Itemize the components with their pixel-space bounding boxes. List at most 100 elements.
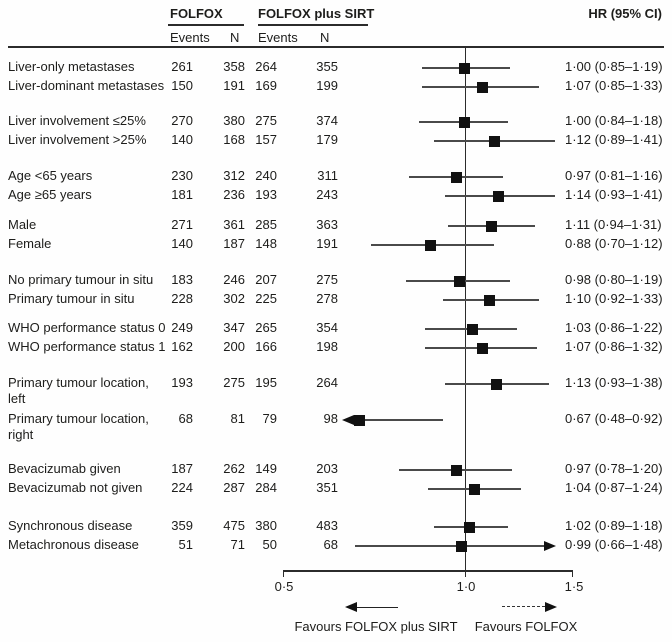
hr-ci-text: 0·97 (0·78–1·20) (565, 461, 663, 476)
row-label: Primary tumour location, left (8, 375, 149, 406)
hr-ci-text: 0·99 (0·66–1·48) (565, 537, 663, 552)
header-divider-rule (8, 46, 664, 48)
hr-ci-text: 1·10 (0·92–1·33) (565, 291, 663, 306)
sirt-n-value: 351 (316, 480, 338, 495)
sirt-events-value: 195 (255, 375, 277, 390)
row-label: Liver-dominant metastases (8, 78, 165, 93)
folfox-n-value: 187 (223, 236, 245, 251)
row-label: Liver involvement >25% (8, 132, 147, 147)
folfox-events-value: 249 (171, 320, 193, 335)
sirt-events-value: 79 (262, 411, 277, 426)
folfox-events-value: 271 (171, 217, 193, 232)
x-tick-label-10: 1·0 (456, 579, 476, 594)
header-underline-folfox (168, 24, 244, 26)
folfox-events-value: 140 (171, 132, 193, 147)
x-axis-line (283, 570, 573, 572)
folfox-n-value: 168 (223, 132, 245, 147)
hr-ci-text: 1·00 (0·85–1·19) (565, 59, 663, 74)
hr-ci-text: 0·67 (0·48–0·92) (565, 411, 663, 426)
row-label: Metachronous disease (8, 537, 139, 552)
sirt-n-value: 198 (316, 339, 338, 354)
hr-point-square (353, 414, 365, 426)
sirt-n-value: 275 (316, 272, 338, 287)
row-label: Liver involvement ≤25% (8, 113, 146, 128)
folfox-events-value: 150 (171, 78, 193, 93)
favours-right-label: Favours FOLFOX (474, 619, 578, 634)
row-label: Liver-only metastases (8, 59, 135, 74)
hr-ci-text: 1·07 (0·86–1·32) (565, 339, 663, 354)
row-label: Age <65 years (8, 168, 93, 183)
sirt-events-value: 284 (255, 480, 277, 495)
folfox-events-value: 162 (171, 339, 193, 354)
folfox-n-value: 262 (223, 461, 245, 476)
hr-point-square (491, 378, 503, 390)
column-header-hr: HR (95% CI) (588, 6, 662, 21)
folfox-events-value: 187 (171, 461, 193, 476)
hr-ci-text: 1·03 (0·86–1·22) (565, 320, 663, 335)
hr-point-square (486, 220, 498, 232)
row-label: Bevacizumab not given (8, 480, 143, 495)
folfox-events-value: 228 (171, 291, 193, 306)
x-axis-tick-15 (572, 570, 574, 577)
sirt-events-value: 380 (255, 518, 277, 533)
folfox-events-value: 51 (178, 537, 193, 552)
subheader-events-sirt: Events (258, 30, 298, 45)
row-label: Bevacizumab given (8, 461, 121, 476)
sirt-events-value: 169 (255, 78, 277, 93)
row-label: Age ≥65 years (8, 187, 92, 202)
folfox-events-value: 224 (171, 480, 193, 495)
hr-point-square (453, 275, 465, 287)
hr-point-square (469, 483, 481, 495)
hr-point-square (425, 239, 437, 251)
column-header-folfox-sirt: FOLFOX plus SIRT (258, 6, 375, 21)
folfox-n-value: 380 (223, 113, 245, 128)
folfox-events-value: 261 (171, 59, 193, 74)
hr-ci-text: 1·11 (0·94–1·31) (565, 217, 662, 232)
folfox-n-value: 191 (223, 78, 245, 93)
hr-point-square (476, 342, 488, 354)
sirt-n-value: 264 (316, 375, 338, 390)
folfox-events-value: 140 (171, 236, 193, 251)
sirt-n-value: 374 (316, 113, 338, 128)
sirt-events-value: 264 (255, 59, 277, 74)
sirt-events-value: 285 (255, 217, 277, 232)
ci-line (355, 545, 545, 547)
hr-ci-text: 0·98 (0·80–1·19) (565, 272, 663, 287)
ci-clip-left-arrow-icon (342, 415, 355, 425)
reference-line (464, 48, 466, 577)
sirt-n-value: 68 (323, 537, 338, 552)
sirt-events-value: 166 (255, 339, 277, 354)
ci-line (353, 419, 443, 421)
sirt-events-value: 157 (255, 132, 277, 147)
folfox-events-value: 181 (171, 187, 193, 202)
folfox-n-value: 81 (230, 411, 245, 426)
sirt-n-value: 203 (316, 461, 338, 476)
x-tick-label-15: 1·5 (564, 579, 584, 594)
hr-ci-text: 1·12 (0·89–1·41) (565, 132, 663, 147)
row-label: No primary tumour in situ (8, 272, 154, 287)
row-label: WHO performance status 0 (8, 320, 166, 335)
folfox-n-value: 287 (223, 480, 245, 495)
sirt-events-value: 193 (255, 187, 277, 202)
sirt-events-value: 149 (255, 461, 277, 476)
hr-ci-text: 0·97 (0·81–1·16) (565, 168, 663, 183)
x-axis-tick-05 (283, 570, 285, 577)
hr-point-square (466, 323, 478, 335)
favours-left-arrow-icon (345, 602, 357, 612)
row-label: Primary tumour in situ (8, 291, 135, 306)
sirt-n-value: 363 (316, 217, 338, 232)
sirt-n-value: 243 (316, 187, 338, 202)
ci-clip-right-arrow-icon (544, 541, 557, 551)
folfox-events-value: 230 (171, 168, 193, 183)
row-label: Male (8, 217, 37, 232)
folfox-events-value: 183 (171, 272, 193, 287)
row-label: Female (8, 236, 52, 251)
sirt-events-value: 265 (255, 320, 277, 335)
folfox-n-value: 236 (223, 187, 245, 202)
favours-left-arrow-shaft (356, 606, 398, 608)
sirt-n-value: 98 (323, 411, 338, 426)
hr-point-square (459, 62, 470, 74)
x-tick-label-05: 0·5 (274, 579, 294, 594)
row-label: Synchronous disease (8, 518, 133, 533)
